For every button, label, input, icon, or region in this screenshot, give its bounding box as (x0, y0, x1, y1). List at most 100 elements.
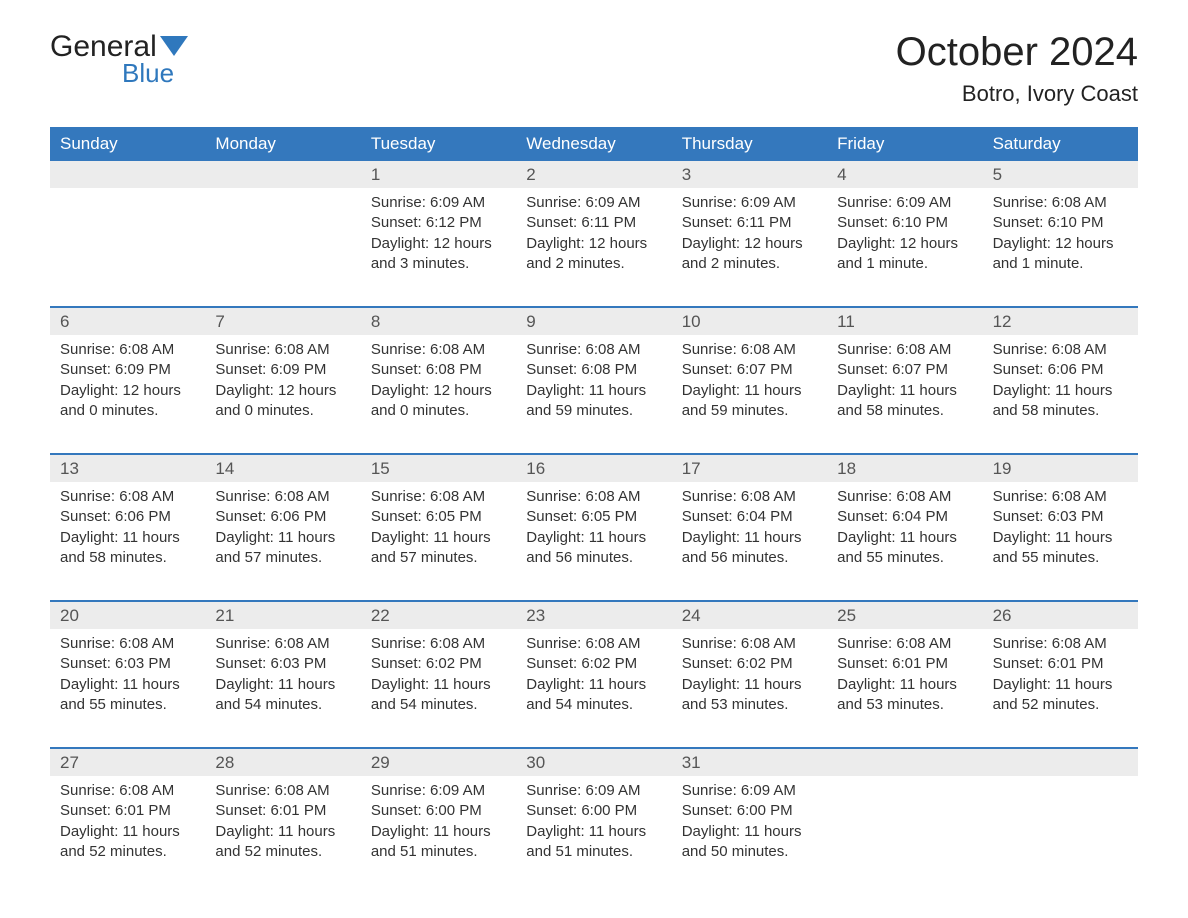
day-header-sunday: Sunday (50, 127, 205, 161)
day-number: 20 (50, 602, 205, 629)
sunset-text: Sunset: 6:03 PM (215, 654, 350, 674)
day-cell: Sunrise: 6:08 AMSunset: 6:05 PMDaylight:… (361, 482, 516, 582)
day-number: 7 (205, 308, 360, 335)
day-number: 31 (672, 749, 827, 776)
day-number: 22 (361, 602, 516, 629)
sunset-text: Sunset: 6:05 PM (371, 507, 506, 527)
sunset-text: Sunset: 6:08 PM (526, 360, 661, 380)
sunrise-text: Sunrise: 6:08 AM (682, 634, 817, 654)
day-cell (50, 188, 205, 288)
sunrise-text: Sunrise: 6:08 AM (837, 487, 972, 507)
day-cell: Sunrise: 6:08 AMSunset: 6:04 PMDaylight:… (827, 482, 982, 582)
daylight-text: Daylight: 11 hours and 52 minutes. (60, 822, 195, 863)
daylight-text: Daylight: 11 hours and 55 minutes. (60, 675, 195, 716)
daylight-text: Daylight: 12 hours and 0 minutes. (215, 381, 350, 422)
day-cell: Sunrise: 6:09 AMSunset: 6:11 PMDaylight:… (672, 188, 827, 288)
day-header-saturday: Saturday (983, 127, 1138, 161)
sunset-text: Sunset: 6:02 PM (526, 654, 661, 674)
day-header-friday: Friday (827, 127, 982, 161)
day-number: 4 (827, 161, 982, 188)
daylight-text: Daylight: 12 hours and 1 minute. (837, 234, 972, 275)
day-cell: Sunrise: 6:09 AMSunset: 6:12 PMDaylight:… (361, 188, 516, 288)
daylight-text: Daylight: 12 hours and 2 minutes. (682, 234, 817, 275)
sunrise-text: Sunrise: 6:08 AM (837, 634, 972, 654)
day-cell (827, 776, 982, 876)
sunset-text: Sunset: 6:06 PM (993, 360, 1128, 380)
day-number: 2 (516, 161, 671, 188)
day-number: 3 (672, 161, 827, 188)
day-number: 30 (516, 749, 671, 776)
sunset-text: Sunset: 6:08 PM (371, 360, 506, 380)
daylight-text: Daylight: 12 hours and 3 minutes. (371, 234, 506, 275)
daylight-text: Daylight: 11 hours and 53 minutes. (837, 675, 972, 716)
title-block: October 2024 Botro, Ivory Coast (896, 30, 1138, 119)
sunset-text: Sunset: 6:09 PM (215, 360, 350, 380)
day-cell: Sunrise: 6:08 AMSunset: 6:01 PMDaylight:… (983, 629, 1138, 729)
daylight-text: Daylight: 11 hours and 56 minutes. (526, 528, 661, 569)
sunrise-text: Sunrise: 6:08 AM (215, 340, 350, 360)
sunrise-text: Sunrise: 6:09 AM (682, 193, 817, 213)
month-title: October 2024 (896, 30, 1138, 75)
day-number: 26 (983, 602, 1138, 629)
day-number: 25 (827, 602, 982, 629)
sunset-text: Sunset: 6:01 PM (60, 801, 195, 821)
sunrise-text: Sunrise: 6:08 AM (526, 634, 661, 654)
day-cell: Sunrise: 6:08 AMSunset: 6:09 PMDaylight:… (50, 335, 205, 435)
day-header-wednesday: Wednesday (516, 127, 671, 161)
day-cell: Sunrise: 6:08 AMSunset: 6:02 PMDaylight:… (516, 629, 671, 729)
daylight-text: Daylight: 11 hours and 54 minutes. (526, 675, 661, 716)
logo: General Blue (50, 30, 188, 89)
daylight-text: Daylight: 11 hours and 51 minutes. (526, 822, 661, 863)
sunrise-text: Sunrise: 6:09 AM (837, 193, 972, 213)
sunset-text: Sunset: 6:06 PM (215, 507, 350, 527)
day-number: 27 (50, 749, 205, 776)
day-header-tuesday: Tuesday (361, 127, 516, 161)
sunset-text: Sunset: 6:00 PM (526, 801, 661, 821)
day-cell: Sunrise: 6:09 AMSunset: 6:11 PMDaylight:… (516, 188, 671, 288)
daylight-text: Daylight: 11 hours and 58 minutes. (60, 528, 195, 569)
daylight-text: Daylight: 11 hours and 54 minutes. (215, 675, 350, 716)
sunrise-text: Sunrise: 6:08 AM (60, 634, 195, 654)
day-number: 17 (672, 455, 827, 482)
daynum-row: 2728293031 (50, 749, 1138, 776)
day-number: 11 (827, 308, 982, 335)
weeks-container: 12345Sunrise: 6:09 AMSunset: 6:12 PMDayl… (50, 161, 1138, 876)
day-cell: Sunrise: 6:08 AMSunset: 6:01 PMDaylight:… (205, 776, 360, 876)
day-number: 6 (50, 308, 205, 335)
sunrise-text: Sunrise: 6:08 AM (215, 781, 350, 801)
sunrise-text: Sunrise: 6:08 AM (371, 634, 506, 654)
daylight-text: Daylight: 11 hours and 59 minutes. (682, 381, 817, 422)
day-number: 18 (827, 455, 982, 482)
sunset-text: Sunset: 6:00 PM (371, 801, 506, 821)
calendar-week: 20212223242526Sunrise: 6:08 AMSunset: 6:… (50, 600, 1138, 729)
calendar-week: 13141516171819Sunrise: 6:08 AMSunset: 6:… (50, 453, 1138, 582)
header: General Blue October 2024 Botro, Ivory C… (50, 30, 1138, 119)
daylight-text: Daylight: 11 hours and 57 minutes. (215, 528, 350, 569)
day-cell: Sunrise: 6:09 AMSunset: 6:00 PMDaylight:… (516, 776, 671, 876)
daylight-text: Daylight: 11 hours and 58 minutes. (993, 381, 1128, 422)
sunrise-text: Sunrise: 6:09 AM (526, 193, 661, 213)
day-number: 19 (983, 455, 1138, 482)
logo-text-blue: Blue (122, 58, 188, 89)
day-number: 16 (516, 455, 671, 482)
daylight-text: Daylight: 11 hours and 59 minutes. (526, 381, 661, 422)
sunset-text: Sunset: 6:11 PM (526, 213, 661, 233)
sunset-text: Sunset: 6:07 PM (682, 360, 817, 380)
day-cell: Sunrise: 6:08 AMSunset: 6:10 PMDaylight:… (983, 188, 1138, 288)
day-cell: Sunrise: 6:08 AMSunset: 6:08 PMDaylight:… (361, 335, 516, 435)
sunrise-text: Sunrise: 6:08 AM (993, 487, 1128, 507)
day-cell: Sunrise: 6:08 AMSunset: 6:06 PMDaylight:… (50, 482, 205, 582)
daylight-text: Daylight: 12 hours and 0 minutes. (371, 381, 506, 422)
calendar-week: 6789101112Sunrise: 6:08 AMSunset: 6:09 P… (50, 306, 1138, 435)
calendar-week: 2728293031Sunrise: 6:08 AMSunset: 6:01 P… (50, 747, 1138, 876)
day-number: 10 (672, 308, 827, 335)
sunset-text: Sunset: 6:12 PM (371, 213, 506, 233)
day-cell: Sunrise: 6:08 AMSunset: 6:07 PMDaylight:… (827, 335, 982, 435)
sunrise-text: Sunrise: 6:08 AM (993, 193, 1128, 213)
daylight-text: Daylight: 12 hours and 2 minutes. (526, 234, 661, 275)
sunset-text: Sunset: 6:04 PM (682, 507, 817, 527)
day-cell: Sunrise: 6:08 AMSunset: 6:03 PMDaylight:… (205, 629, 360, 729)
day-number: 15 (361, 455, 516, 482)
day-cell: Sunrise: 6:08 AMSunset: 6:07 PMDaylight:… (672, 335, 827, 435)
daylight-text: Daylight: 11 hours and 50 minutes. (682, 822, 817, 863)
